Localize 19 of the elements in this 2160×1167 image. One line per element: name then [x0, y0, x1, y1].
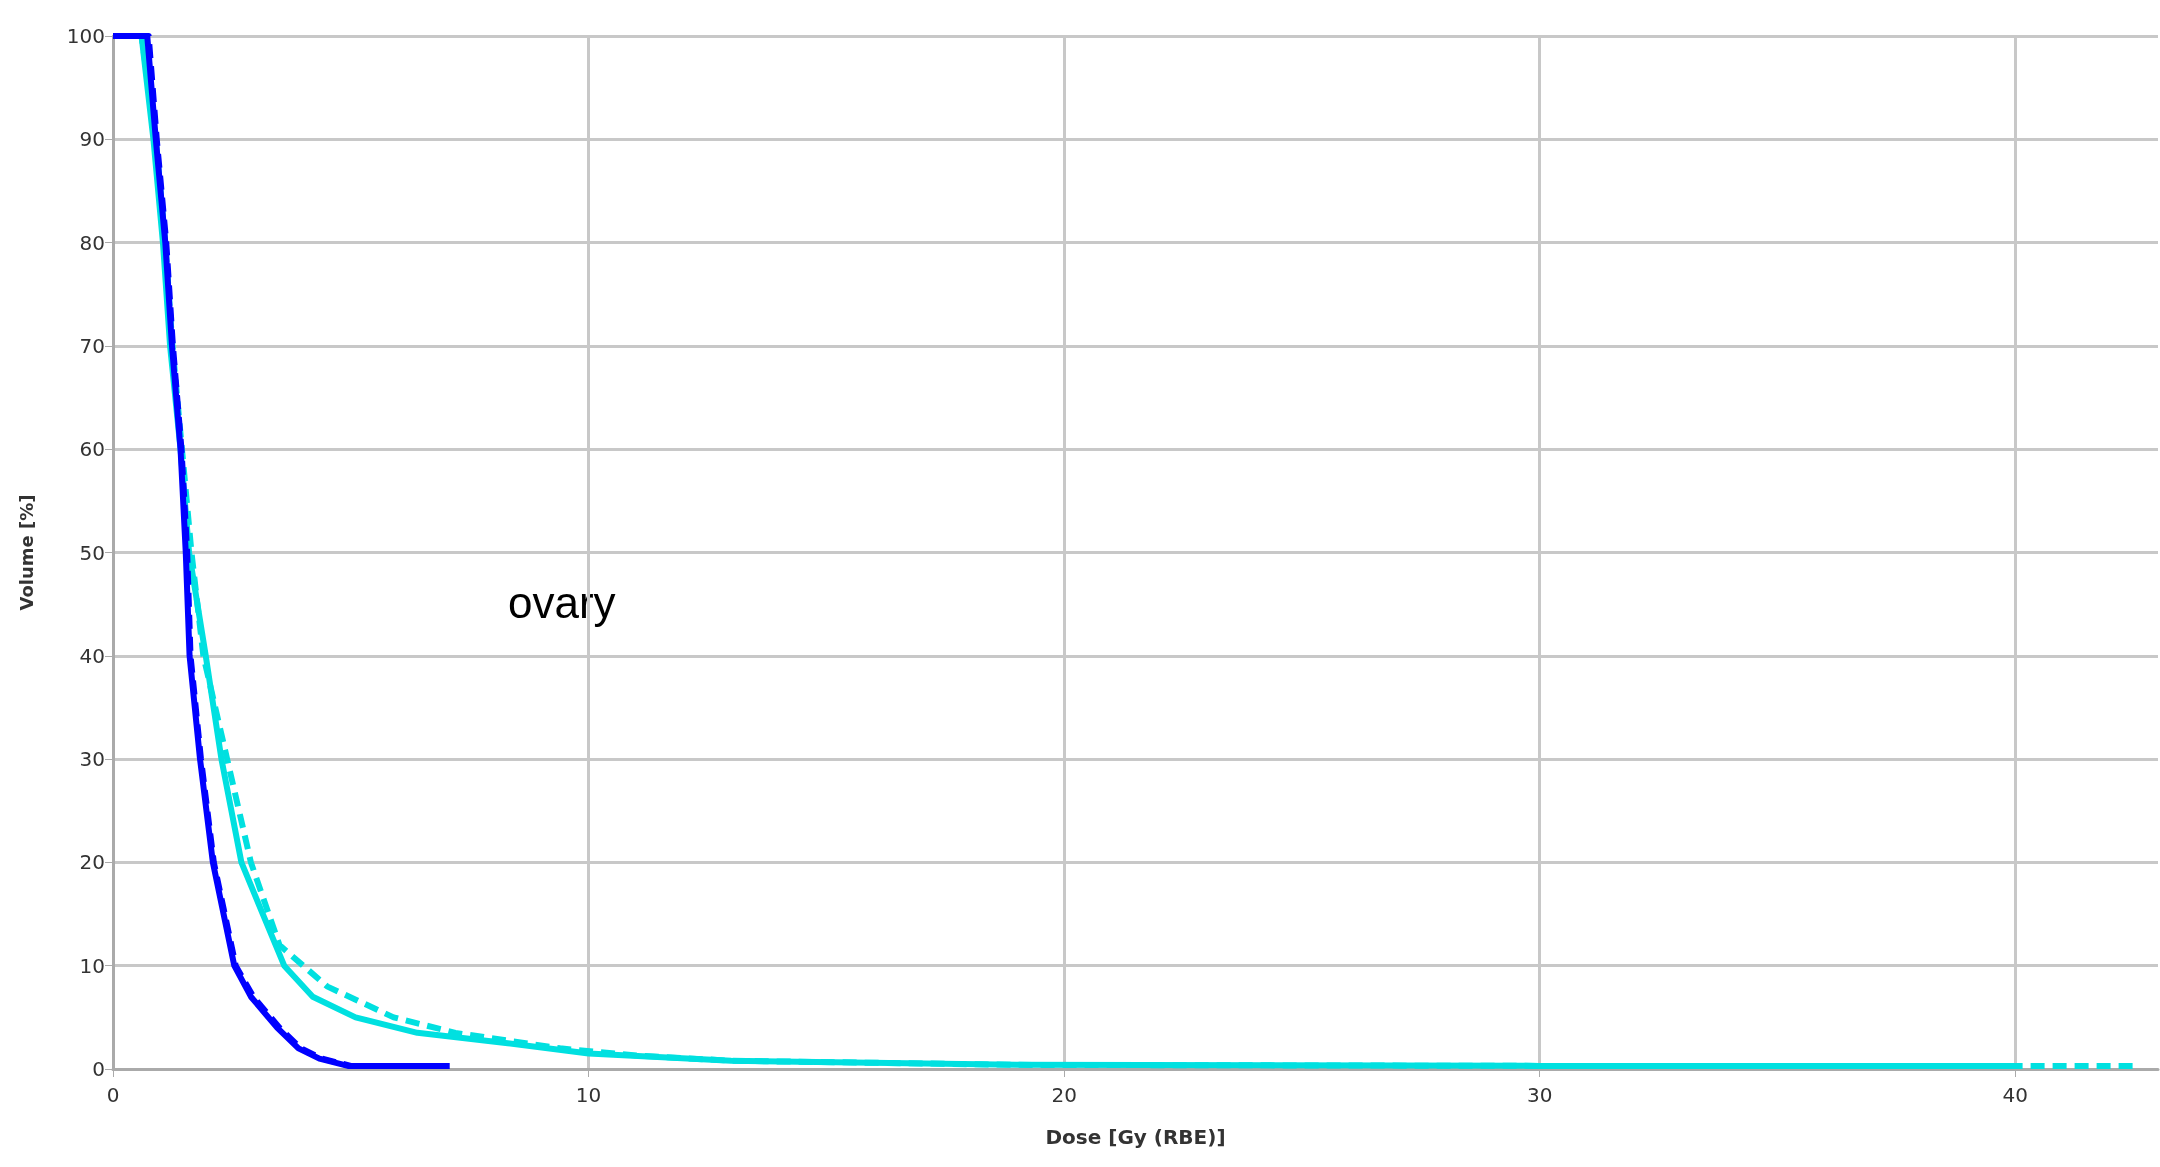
y-tick-label: 30 [79, 747, 105, 772]
y-tick-label: 70 [79, 333, 105, 358]
x-tick-label: 30 [1527, 1083, 1553, 1107]
y-tick-label: 50 [79, 540, 105, 565]
y-tick-label: 40 [79, 643, 105, 668]
annotation: ovary [508, 577, 616, 627]
x-tick-label: 40 [2002, 1083, 2029, 1107]
y-tick-label: 80 [79, 230, 105, 255]
y-tick-label: 10 [79, 953, 105, 978]
y-tick-label: 20 [79, 850, 105, 875]
y-axis-title: Volume [%] [15, 494, 37, 611]
x-tick-label: 20 [1051, 1083, 1077, 1107]
y-tick-label: 100 [66, 24, 105, 48]
y-tick-label: 60 [79, 437, 105, 462]
x-tick-label: 0 [106, 1083, 120, 1107]
x-tick-label: 10 [575, 1083, 602, 1107]
y-tick-label: 90 [79, 127, 105, 152]
y-tick-label: 0 [92, 1057, 105, 1081]
x-axis-title: Dose [Gy (RBE)] [1045, 1125, 1226, 1149]
